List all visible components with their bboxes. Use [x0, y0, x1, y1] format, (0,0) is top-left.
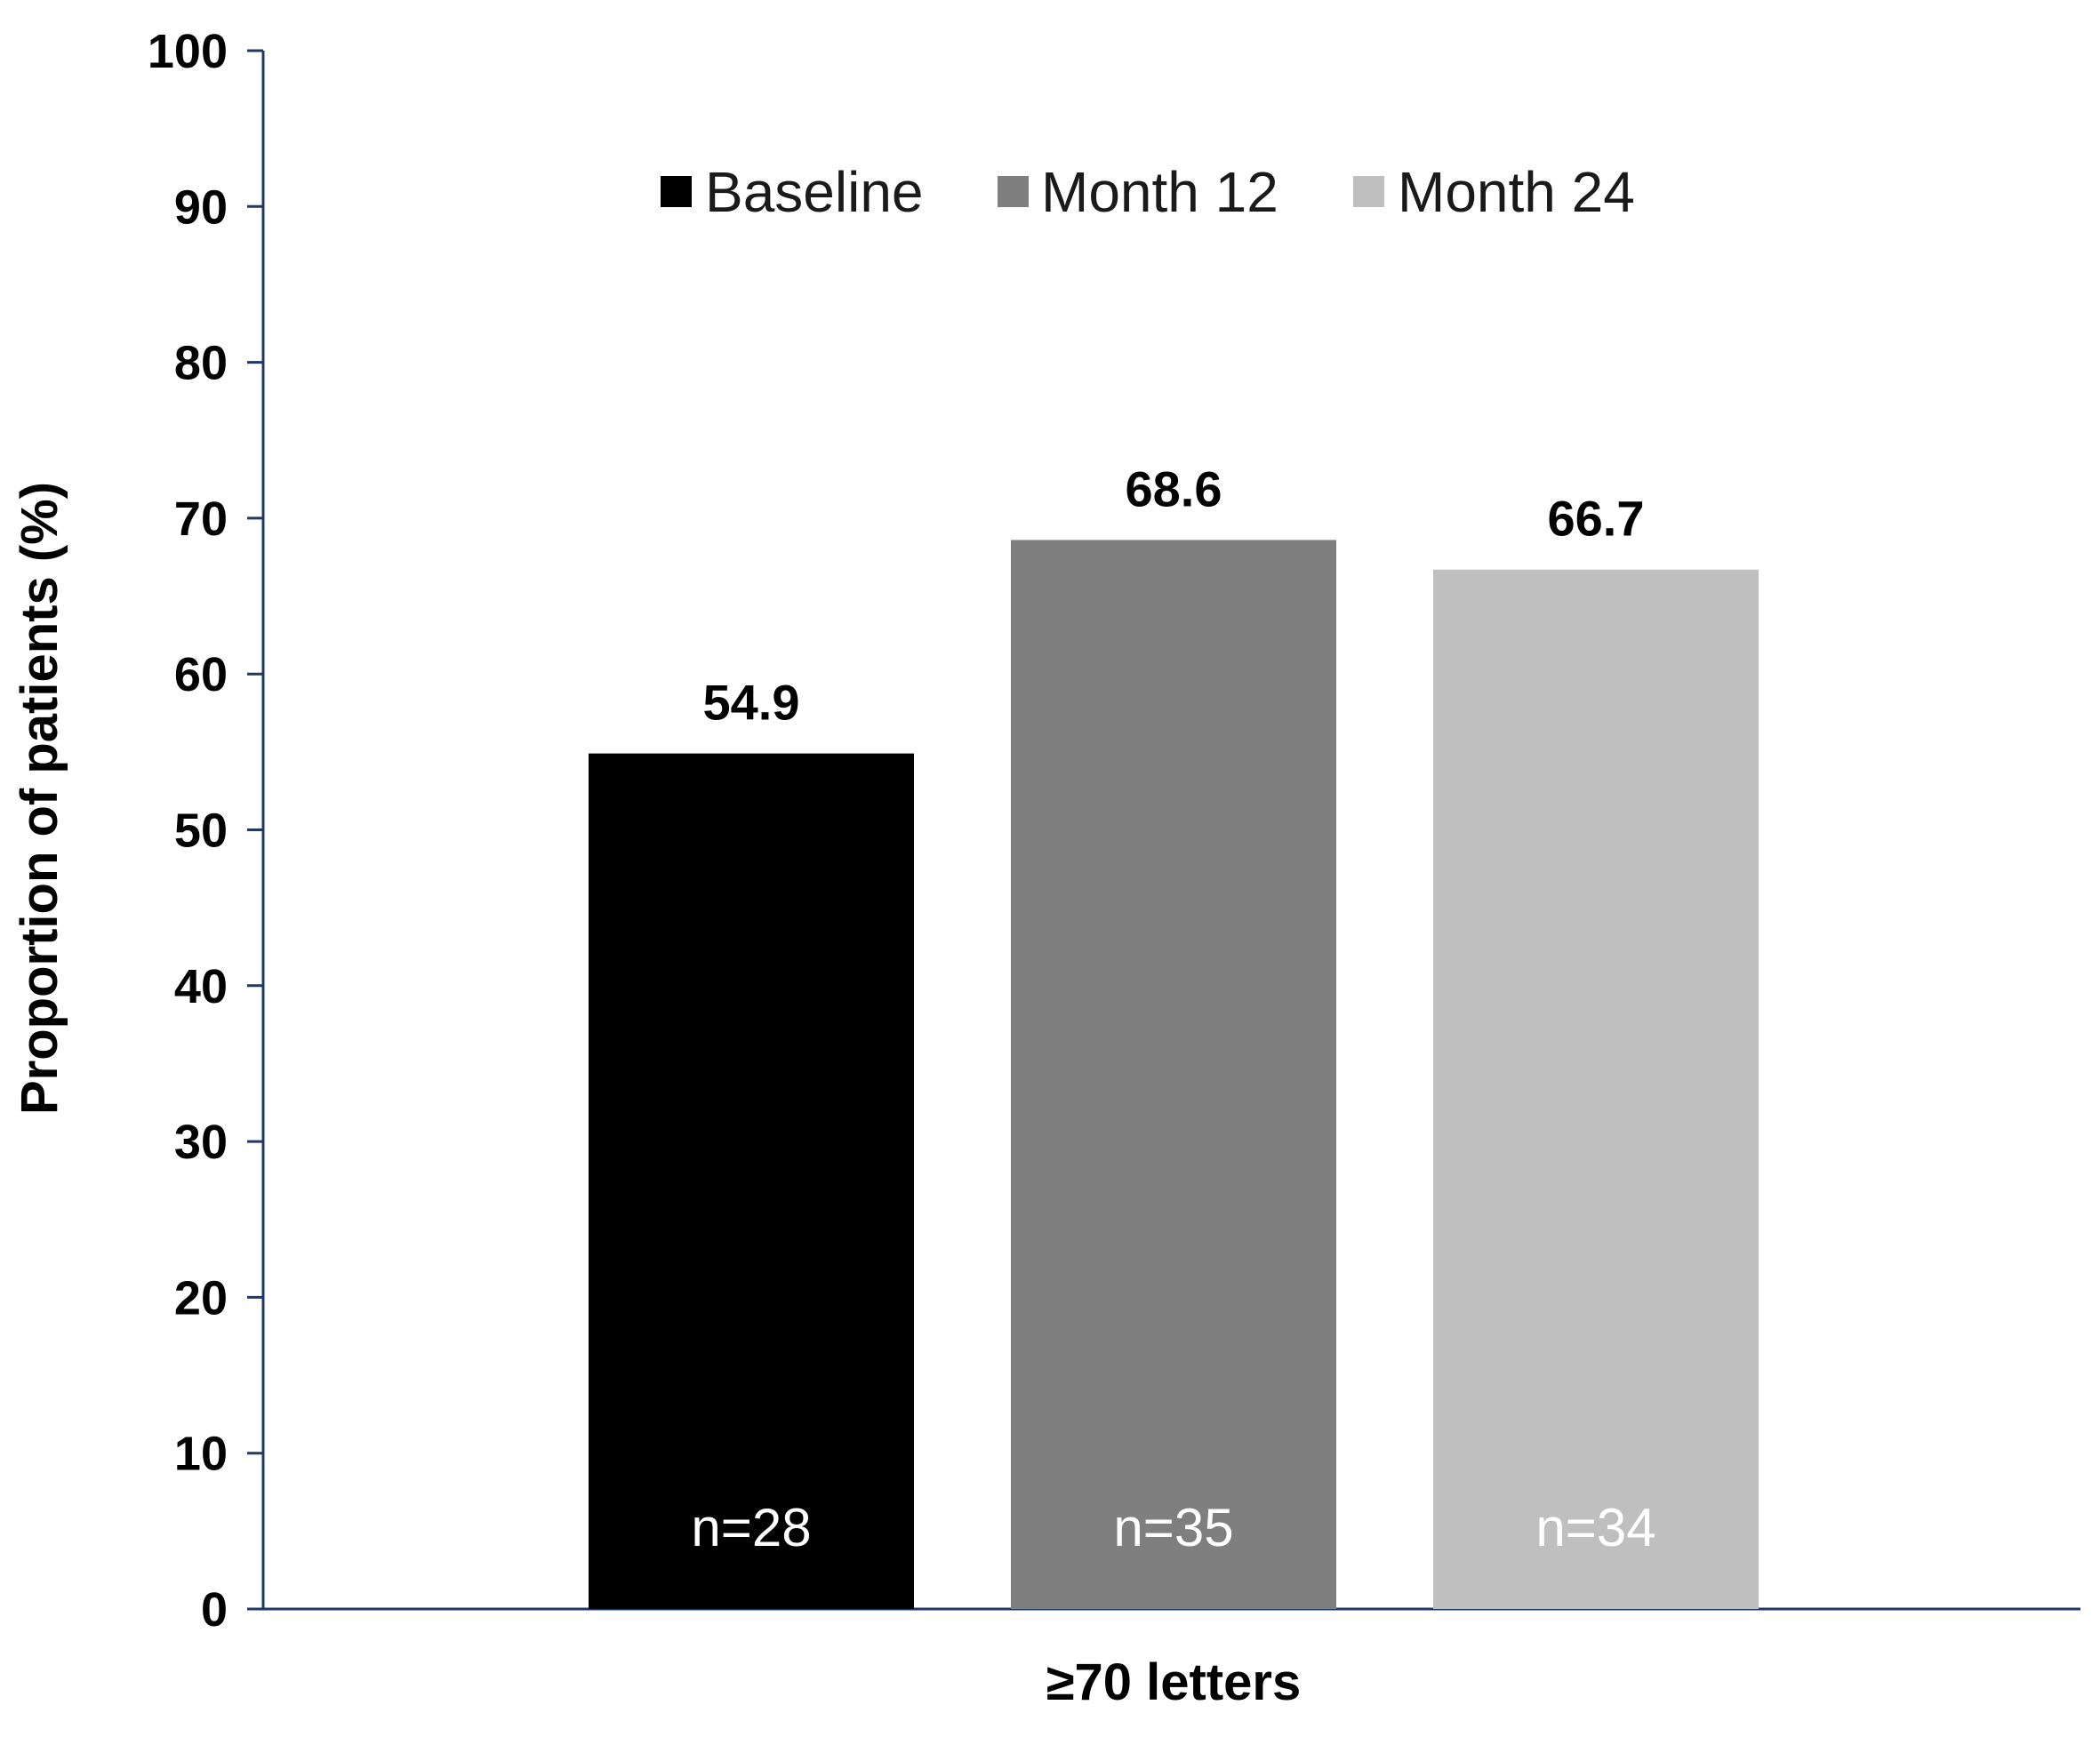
y-tick-label: 90: [174, 180, 228, 234]
bar-month-12: [1011, 540, 1336, 1609]
y-tick-label: 20: [174, 1271, 228, 1325]
n-label-month-24: n=34: [1535, 1498, 1655, 1557]
y-tick-label: 80: [174, 337, 228, 390]
data-labels: 54.9 n=28 68.6 n=35 66.7 n=34: [691, 460, 1655, 1557]
y-tick-label: 100: [148, 25, 228, 78]
y-tick-label: 50: [174, 804, 228, 858]
axes: 0 10 20 30 40 50 60 70 80 90 100: [148, 25, 2080, 1637]
legend-label-month-12: Month 12: [1041, 160, 1278, 224]
legend-swatch-month-12: [998, 176, 1029, 207]
value-label-baseline: 54.9: [703, 675, 800, 731]
legend-swatch-month-24: [1353, 176, 1384, 207]
legend: Baseline Month 12 Month 24: [661, 160, 1635, 224]
value-label-month-12: 68.6: [1126, 460, 1222, 516]
bar-baseline: [589, 753, 914, 1609]
value-label-month-24: 66.7: [1548, 491, 1645, 547]
y-tick-label: 0: [201, 1583, 228, 1637]
y-axis-title: Proportion of patients (%): [11, 482, 68, 1115]
y-tick-label: 10: [174, 1428, 228, 1481]
y-tick-label: 40: [174, 960, 228, 1013]
bar-month-24: [1433, 569, 1759, 1609]
y-tick-label: 30: [174, 1116, 228, 1169]
y-tick-label: 60: [174, 648, 228, 701]
x-axis-title: ≥70 letters: [1046, 1653, 1302, 1711]
bars: [589, 540, 1759, 1609]
legend-label-month-24: Month 24: [1398, 160, 1635, 224]
legend-label-baseline: Baseline: [705, 160, 924, 224]
y-tick-label: 70: [174, 492, 228, 546]
n-label-baseline: n=28: [691, 1498, 811, 1557]
n-label-month-12: n=35: [1113, 1498, 1233, 1557]
legend-swatch-baseline: [661, 176, 692, 207]
